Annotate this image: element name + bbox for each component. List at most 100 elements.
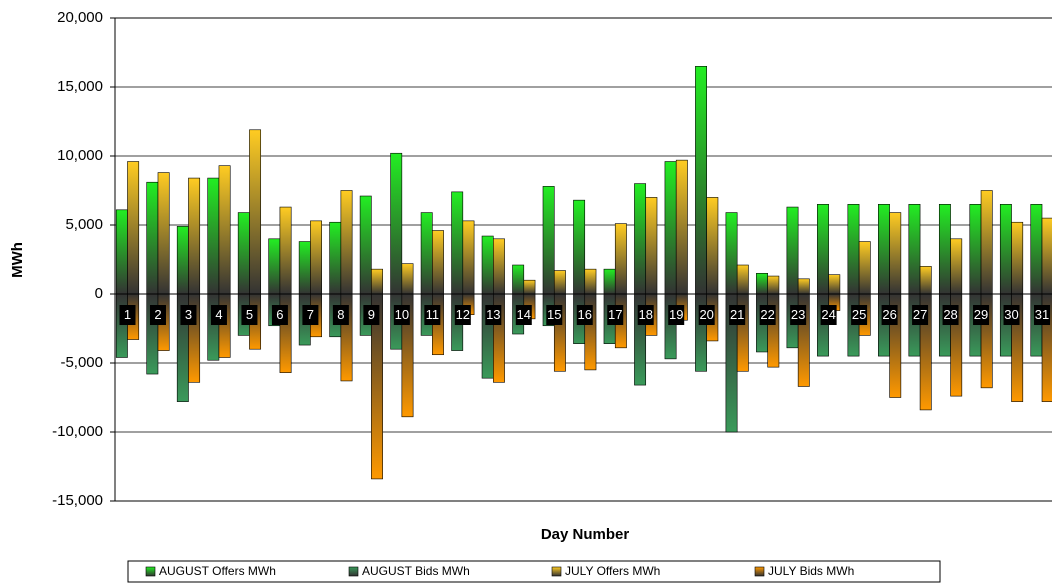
bar bbox=[999, 204, 1012, 295]
bar bbox=[908, 293, 921, 357]
x-tick-label: 6 bbox=[276, 307, 283, 322]
bar bbox=[1011, 221, 1024, 295]
x-tick-label: 31 bbox=[1035, 307, 1049, 322]
x-tick-label: 8 bbox=[337, 307, 344, 322]
bar bbox=[371, 268, 383, 295]
bar bbox=[725, 212, 738, 295]
x-tick-label: 15 bbox=[547, 307, 561, 322]
bar bbox=[115, 293, 128, 358]
label-box bbox=[454, 305, 471, 325]
x-tick-label: 24 bbox=[821, 307, 835, 322]
x-tick-label: 14 bbox=[517, 307, 531, 322]
bar bbox=[420, 212, 433, 295]
bar bbox=[279, 206, 292, 295]
bar bbox=[481, 235, 494, 295]
bar bbox=[614, 223, 627, 295]
x-tick-label: 26 bbox=[882, 307, 896, 322]
bar bbox=[767, 275, 780, 295]
bar bbox=[817, 293, 829, 357]
bar bbox=[828, 274, 841, 295]
x-tick-label: 29 bbox=[974, 307, 988, 322]
bar bbox=[237, 212, 250, 295]
label-box bbox=[790, 305, 807, 325]
legend-label: JULY Offers MWh bbox=[565, 564, 660, 578]
legend-label: AUGUST Offers MWh bbox=[159, 564, 276, 578]
bar bbox=[390, 152, 403, 295]
label-box bbox=[698, 305, 715, 325]
label-box bbox=[515, 305, 532, 325]
bar bbox=[329, 221, 342, 295]
bar bbox=[359, 195, 372, 295]
legend-swatch bbox=[145, 566, 156, 577]
label-box bbox=[668, 305, 685, 325]
label-box bbox=[851, 305, 868, 325]
x-tick-label: 18 bbox=[638, 307, 652, 322]
x-tick-label: 22 bbox=[760, 307, 774, 322]
legend-frame bbox=[127, 560, 941, 583]
bar bbox=[817, 204, 829, 295]
label-box bbox=[759, 305, 776, 325]
label-box bbox=[180, 305, 197, 325]
bar bbox=[736, 264, 749, 295]
bar bbox=[340, 190, 353, 295]
bar bbox=[950, 238, 963, 295]
label-box bbox=[119, 305, 136, 325]
y-tick-label: 10,000 bbox=[57, 147, 103, 164]
x-tick-label: 21 bbox=[730, 307, 744, 322]
bar bbox=[249, 129, 262, 295]
bar bbox=[969, 293, 982, 357]
bar bbox=[1030, 293, 1043, 357]
bar bbox=[127, 161, 140, 295]
x-tick-label: 19 bbox=[669, 307, 683, 322]
x-tick-label: 7 bbox=[307, 307, 314, 322]
label-box bbox=[149, 305, 166, 325]
y-tick-label: -5,000 bbox=[60, 354, 103, 371]
x-tick-label: 13 bbox=[486, 307, 500, 322]
x-tick-label: 10 bbox=[395, 307, 409, 322]
y-tick-label: 0 bbox=[95, 285, 103, 302]
x-tick-label: 25 bbox=[852, 307, 866, 322]
bar bbox=[584, 268, 597, 295]
bar bbox=[938, 293, 951, 357]
x-tick-label: 4 bbox=[215, 307, 222, 322]
x-tick-label: 16 bbox=[578, 307, 592, 322]
bar bbox=[523, 279, 536, 295]
x-tick-label: 5 bbox=[246, 307, 253, 322]
label-box bbox=[485, 305, 502, 325]
x-tick-label: 1 bbox=[124, 307, 131, 322]
bar bbox=[797, 278, 810, 295]
bar bbox=[878, 204, 890, 295]
bar bbox=[919, 266, 932, 295]
label-box bbox=[363, 305, 380, 325]
bar bbox=[176, 226, 189, 295]
label-box bbox=[210, 305, 227, 325]
x-axis-title: Day Number bbox=[541, 526, 630, 543]
bar bbox=[938, 204, 951, 295]
bar bbox=[218, 165, 231, 295]
bar bbox=[999, 293, 1012, 357]
x-tick-label: 30 bbox=[1004, 307, 1018, 322]
bar bbox=[786, 206, 799, 295]
legend-swatch bbox=[348, 566, 359, 577]
label-box bbox=[729, 305, 746, 325]
label-box bbox=[271, 305, 288, 325]
bar bbox=[207, 177, 220, 295]
label-box bbox=[1034, 305, 1051, 325]
y-axis-title: MWh bbox=[9, 242, 26, 278]
bar bbox=[980, 190, 993, 295]
bar bbox=[664, 161, 677, 295]
bar bbox=[858, 241, 871, 295]
bar bbox=[157, 172, 170, 295]
x-tick-label: 11 bbox=[426, 307, 440, 322]
bar bbox=[634, 183, 647, 295]
bar bbox=[115, 209, 128, 295]
label-box bbox=[942, 305, 959, 325]
bar bbox=[146, 181, 159, 295]
bar bbox=[847, 204, 860, 295]
bar bbox=[969, 204, 982, 295]
label-box bbox=[241, 305, 258, 325]
bar bbox=[664, 293, 677, 360]
label-box bbox=[424, 305, 441, 325]
label-box bbox=[332, 305, 349, 325]
